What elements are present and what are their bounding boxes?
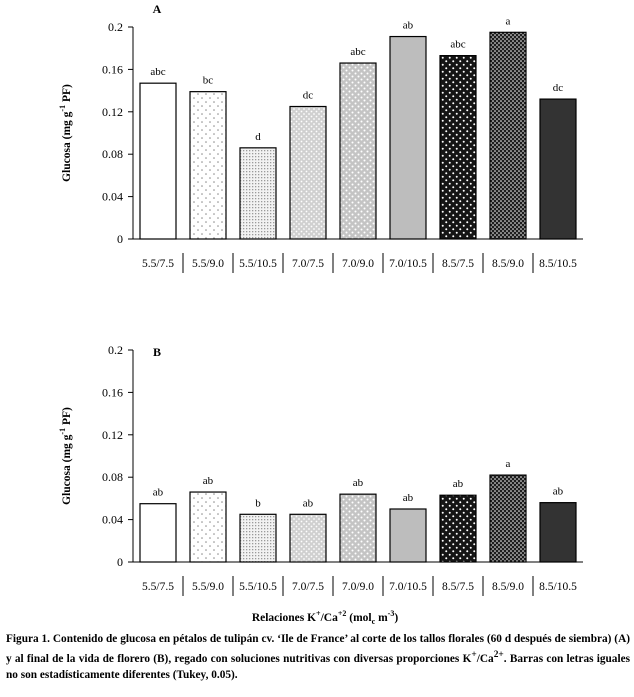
y-tick-label: 0.12	[102, 105, 123, 119]
bar-letter: ab	[303, 497, 314, 509]
bar-letter: ab	[353, 477, 364, 489]
bar-letter: ab	[453, 478, 464, 490]
panel-label-b: B	[153, 345, 161, 359]
x-tick-label: 8.5/10.5	[539, 258, 577, 270]
bar-7-0-10-5	[389, 508, 427, 563]
y-tick-label: 0	[117, 232, 123, 246]
chart-panel-b: 0 0.04 0.08 0.12 0.16 0.2 Glucosa (mg g-1 PF) B…	[58, 343, 583, 596]
x-tick-label: 7.0/9.0	[342, 258, 374, 270]
y-tick-label: 0.16	[102, 385, 123, 399]
bar-8-5-7-5	[439, 55, 477, 240]
bar-letter: ab	[403, 20, 414, 32]
x-tick-label: 5.5/9.0	[192, 258, 224, 270]
y-tick-label: 0.2	[108, 20, 123, 34]
bar-7-0-10-5	[389, 35, 427, 240]
y-tick-label: 0.08	[102, 470, 123, 484]
bar-7-0-7-5	[289, 513, 327, 563]
bar-5-5-10-5	[239, 513, 277, 563]
x-tick-label: 8.5/9.0	[492, 581, 524, 593]
x-tick-label: 7.0/9.0	[342, 581, 374, 593]
bar-8-5-9-0	[489, 474, 527, 563]
y-tick-label: 0.08	[102, 147, 123, 161]
x-tick-label: 7.0/10.5	[389, 581, 427, 593]
bar-letter: abc	[350, 46, 365, 58]
x-tick-label: 5.5/9.0	[192, 581, 224, 593]
bar-letter: ab	[403, 492, 414, 504]
x-tick-label: 5.5/10.5	[239, 581, 277, 593]
y-tick-label: 0.04	[102, 513, 123, 527]
bar-7-0-9-0	[339, 493, 377, 563]
bar-letter: d	[255, 131, 261, 143]
panel-label-a: A	[153, 2, 162, 16]
bar-5-5-10-5	[239, 147, 277, 240]
y-axis-title: Glucosa (mg g-1 PF)	[58, 407, 73, 505]
bar-letter: ab	[203, 475, 214, 487]
x-tick-label: 7.0/7.5	[292, 581, 324, 593]
bar-letter: a	[506, 458, 511, 470]
bar-letter: abc	[450, 39, 465, 51]
x-tick-label: 8.5/7.5	[442, 258, 474, 270]
bar-8-5-10-5	[539, 502, 577, 563]
y-tick-label: 0	[117, 555, 123, 569]
bar-letter: abc	[150, 66, 165, 78]
bar-5-5-9-0	[189, 491, 227, 563]
x-axis-title: Relaciones K+/Ca+2 (molc m-3)	[252, 609, 399, 626]
bar-5-5-9-0	[189, 91, 227, 240]
bar-letter: b	[255, 497, 261, 509]
x-tick-label: 5.5/7.5	[142, 258, 174, 270]
bar-7-0-9-0	[339, 62, 377, 240]
bar-letter: dc	[553, 82, 564, 94]
bar-letter: dc	[303, 90, 314, 102]
y-tick-label: 0.04	[102, 190, 123, 204]
y-tick-label: 0.12	[102, 428, 123, 442]
bar-letter: bc	[203, 75, 214, 87]
bar-letter: ab	[553, 486, 564, 498]
y-tick-label: 0.16	[102, 62, 123, 76]
x-tick-label: 5.5/7.5	[142, 581, 174, 593]
figure-caption: Figura 1. Contenido de glucosa en pétalo…	[6, 633, 630, 681]
y-axis-title: Glucosa (mg g-1 PF)	[58, 84, 73, 182]
bar-8-5-7-5	[439, 494, 477, 563]
x-tick-label: 8.5/7.5	[442, 581, 474, 593]
y-tick-label: 0.2	[108, 343, 123, 357]
x-tick-label: 5.5/10.5	[239, 258, 277, 270]
bar-5-5-7-5	[139, 503, 177, 563]
x-tick-label: 7.0/10.5	[389, 258, 427, 270]
x-tick-label: 8.5/10.5	[539, 581, 577, 593]
bar-7-0-7-5	[289, 105, 327, 240]
bar-letter: a	[506, 15, 511, 27]
bar-letter: ab	[153, 487, 164, 499]
chart-panel-a: 0 0.04 0.08 0.12 0.16 0.2 Glucosa (mg g-1 PF) A…	[58, 2, 583, 273]
x-tick-label: 7.0/7.5	[292, 258, 324, 270]
bar-8-5-10-5	[539, 98, 577, 240]
bar-8-5-9-0	[489, 31, 527, 240]
bar-5-5-7-5	[139, 82, 177, 240]
x-tick-label: 8.5/9.0	[492, 258, 524, 270]
